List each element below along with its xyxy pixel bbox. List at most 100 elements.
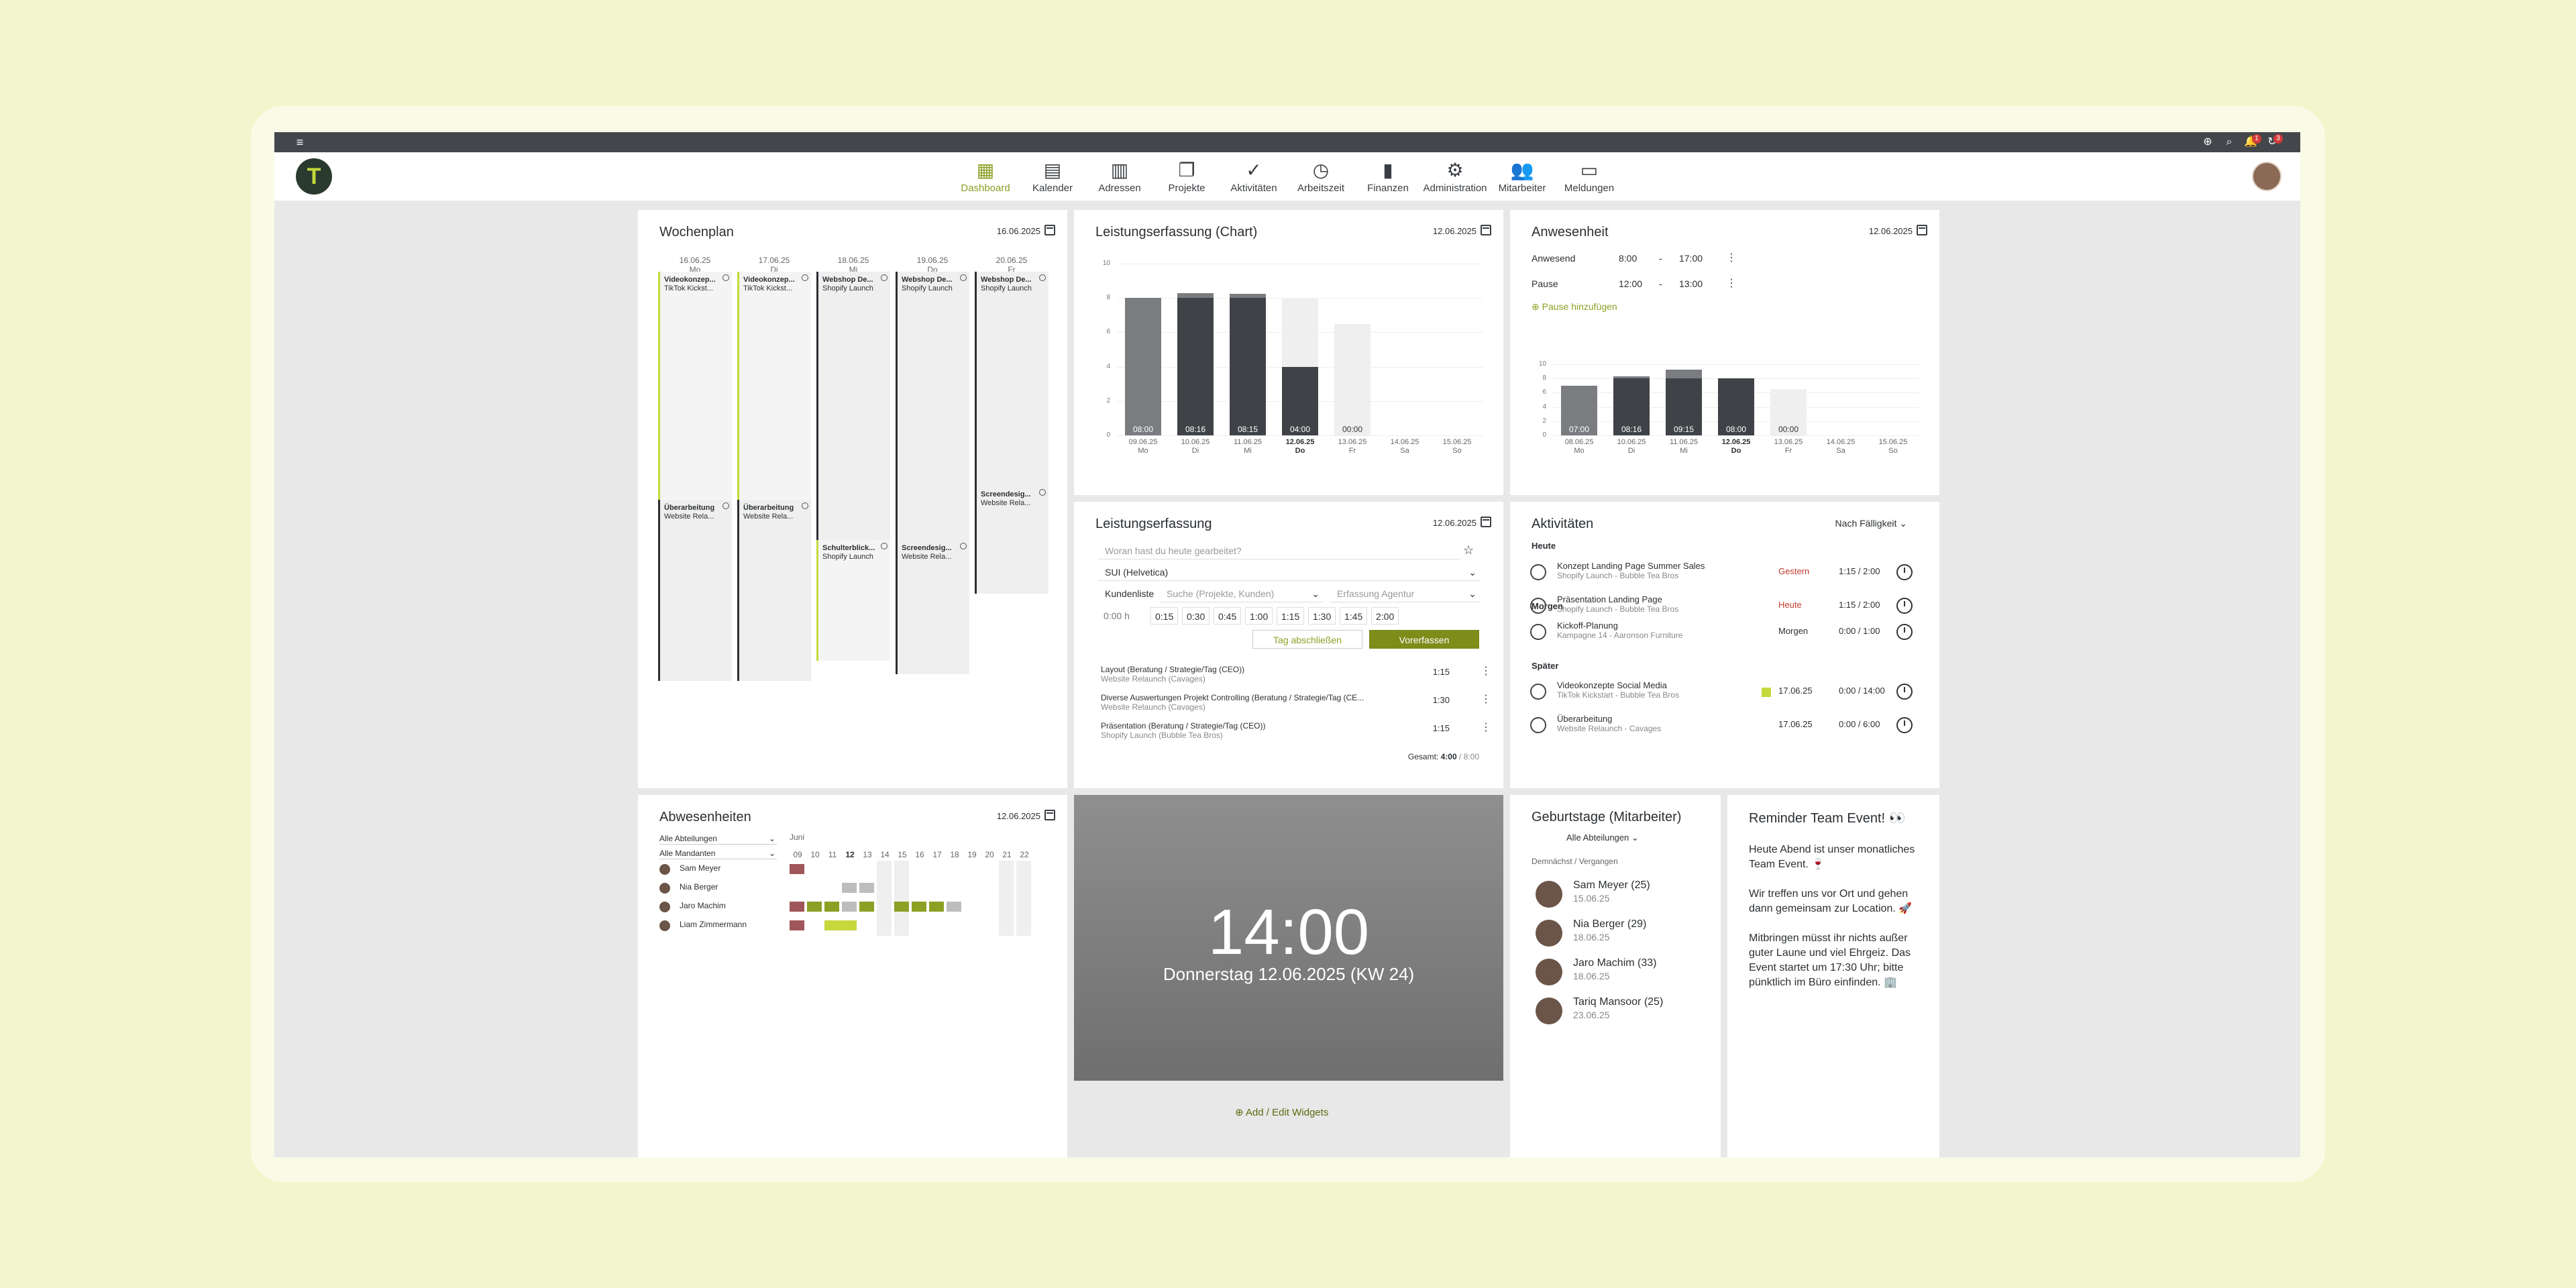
more-icon[interactable]: ⋮ bbox=[1481, 665, 1491, 677]
nav-aktivitäten[interactable]: ✓ Aktivitäten bbox=[1220, 152, 1287, 201]
activity-row[interactable]: Videokonzepte Social Media TikTok Kicksta… bbox=[1530, 680, 1913, 707]
value-bar[interactable] bbox=[1718, 378, 1754, 435]
absence-cell[interactable] bbox=[807, 902, 822, 912]
absence-cell[interactable] bbox=[790, 883, 804, 893]
event-status-icon[interactable] bbox=[881, 543, 888, 549]
absence-cell[interactable] bbox=[859, 902, 874, 912]
event-status-icon[interactable] bbox=[722, 274, 729, 281]
nav-administration[interactable]: ⚙ Administration bbox=[1421, 152, 1489, 201]
complete-radio[interactable] bbox=[1530, 624, 1546, 640]
absence-cell[interactable] bbox=[859, 883, 874, 893]
calendar-icon[interactable] bbox=[1917, 225, 1927, 235]
calendar-event[interactable]: Videokonzep... TikTok Kickst... bbox=[658, 272, 732, 500]
duration-chip[interactable]: 0:15 bbox=[1150, 607, 1179, 625]
absence-cell[interactable] bbox=[842, 883, 857, 893]
user-avatar[interactable] bbox=[2252, 162, 2282, 191]
add-pause-link[interactable]: ⊕ Pause hinzufügen bbox=[1532, 301, 1617, 313]
hours-input[interactable]: 0:00 h bbox=[1104, 610, 1130, 621]
time-entry-row[interactable]: Diverse Auswertungen Projekt Controlling… bbox=[1101, 693, 1491, 712]
absence-cell[interactable] bbox=[790, 920, 804, 930]
search-icon[interactable]: ⌕ bbox=[2226, 136, 2233, 148]
logo[interactable]: T bbox=[296, 158, 332, 195]
absence-cell[interactable] bbox=[842, 920, 857, 930]
activity-row[interactable]: Konzept Landing Page Summer Sales Shopify… bbox=[1530, 561, 1913, 588]
value-bar[interactable] bbox=[1666, 369, 1702, 435]
calendar-icon[interactable] bbox=[1044, 810, 1055, 820]
work-description-input[interactable]: Woran hast du heute gearbeitet? bbox=[1098, 542, 1460, 559]
absence-cell[interactable] bbox=[824, 902, 839, 912]
attendance-to[interactable]: 17:00 bbox=[1679, 253, 1703, 264]
nav-arbeitszeit[interactable]: ◷ Arbeitszeit bbox=[1287, 152, 1354, 201]
complete-radio[interactable] bbox=[1530, 598, 1546, 614]
add-widgets-link[interactable]: ⊕ Add / Edit Widgets bbox=[1235, 1106, 1328, 1118]
calendar-event[interactable]: Überarbeitung Website Rela... bbox=[658, 500, 732, 681]
absence-cell[interactable] bbox=[929, 902, 944, 912]
absence-cell[interactable] bbox=[842, 902, 857, 912]
event-status-icon[interactable] bbox=[802, 274, 808, 281]
calendar-icon[interactable] bbox=[1481, 517, 1491, 527]
calendar-event[interactable]: Webshop De... Shopify Launch bbox=[975, 272, 1049, 486]
duration-chip[interactable]: 1:45 bbox=[1340, 607, 1368, 625]
nav-projekte[interactable]: ❐ Projekte bbox=[1153, 152, 1220, 201]
value-bar[interactable] bbox=[1282, 366, 1318, 435]
department-select[interactable]: Alle Abteilungen ⌄ bbox=[659, 833, 777, 845]
calendar-event[interactable]: Screendesig... Website Rela... bbox=[975, 486, 1049, 594]
event-status-icon[interactable] bbox=[802, 502, 808, 509]
complete-radio[interactable] bbox=[1530, 564, 1546, 580]
attendance-to[interactable]: 13:00 bbox=[1679, 278, 1703, 289]
event-status-icon[interactable] bbox=[1039, 274, 1046, 281]
activity-row[interactable]: Präsentation Landing Page Shopify Launch … bbox=[1530, 594, 1913, 621]
duration-chip[interactable]: 1:30 bbox=[1308, 607, 1336, 625]
calendar-icon[interactable] bbox=[1481, 225, 1491, 235]
nav-meldungen[interactable]: ▭ Meldungen bbox=[1556, 152, 1623, 201]
value-bar[interactable] bbox=[1561, 385, 1597, 435]
star-icon[interactable]: ☆ bbox=[1463, 543, 1474, 557]
clock-icon[interactable] bbox=[1896, 717, 1913, 733]
more-icon[interactable]: ⋮ bbox=[1481, 722, 1491, 733]
absence-cell[interactable] bbox=[790, 902, 804, 912]
attendance-from[interactable]: 12:00 bbox=[1619, 278, 1643, 289]
value-bar[interactable] bbox=[1613, 376, 1650, 435]
absence-cell[interactable] bbox=[912, 902, 926, 912]
font-select[interactable]: SUI (Helvetica) ⌄ bbox=[1098, 564, 1481, 581]
event-status-icon[interactable] bbox=[881, 274, 888, 281]
event-status-icon[interactable] bbox=[722, 502, 729, 509]
event-status-icon[interactable] bbox=[960, 543, 967, 549]
calendar-icon[interactable] bbox=[1044, 225, 1055, 235]
event-status-icon[interactable] bbox=[960, 274, 967, 281]
clock-icon[interactable] bbox=[1896, 684, 1913, 700]
pre-record-button[interactable]: Vorerfassen bbox=[1369, 630, 1479, 649]
calendar-event[interactable]: Screendesig... Website Rela... bbox=[896, 540, 969, 674]
customer-search-input[interactable]: Suche (Projekte, Kunden) ⌄ bbox=[1160, 585, 1324, 602]
event-status-icon[interactable] bbox=[1039, 489, 1046, 496]
erfassung-select[interactable]: Erfassung Agentur ⌄ bbox=[1330, 585, 1481, 602]
duration-chip[interactable]: 0:45 bbox=[1214, 607, 1242, 625]
client-select[interactable]: Alle Mandanten ⌄ bbox=[659, 847, 777, 859]
duration-chip[interactable]: 0:30 bbox=[1182, 607, 1210, 625]
nav-adressen[interactable]: ▥ Adressen bbox=[1086, 152, 1153, 201]
complete-radio[interactable] bbox=[1530, 717, 1546, 733]
activity-row[interactable]: Überarbeitung Website Relaunch - Cavages 1… bbox=[1530, 714, 1913, 741]
nav-mitarbeiter[interactable]: 👥 Mitarbeiter bbox=[1489, 152, 1556, 201]
attendance-from[interactable]: 8:00 bbox=[1619, 253, 1638, 264]
value-bar[interactable] bbox=[1230, 293, 1266, 435]
nav-kalender[interactable]: ▤ Kalender bbox=[1019, 152, 1086, 201]
sort-dropdown[interactable]: Nach Fälligkeit ⌄ bbox=[1835, 518, 1907, 529]
nav-dashboard[interactable]: ▦ Dashboard bbox=[952, 152, 1019, 201]
duration-chip[interactable]: 1:15 bbox=[1277, 607, 1305, 625]
duration-chip[interactable]: 1:00 bbox=[1245, 607, 1273, 625]
calendar-event[interactable]: Videokonzep... TikTok Kickst... bbox=[737, 272, 811, 500]
absence-cell[interactable] bbox=[947, 902, 961, 912]
absence-cell[interactable] bbox=[790, 864, 804, 874]
close-day-button[interactable]: Tag abschließen bbox=[1252, 630, 1362, 649]
complete-radio[interactable] bbox=[1530, 684, 1546, 700]
more-icon[interactable]: ⋮ bbox=[1481, 694, 1491, 705]
nav-finanzen[interactable]: ▮ Finanzen bbox=[1354, 152, 1421, 201]
calendar-event[interactable]: Überarbeitung Website Rela... bbox=[737, 500, 811, 681]
clock-icon[interactable] bbox=[1896, 598, 1913, 614]
calendar-event[interactable]: Schulterblick... Shopify Launch bbox=[816, 540, 890, 661]
absence-cell[interactable] bbox=[894, 902, 909, 912]
more-icon[interactable]: ⋮ bbox=[1726, 252, 1737, 264]
more-icon[interactable]: ⋮ bbox=[1726, 278, 1737, 289]
activity-row[interactable]: Kickoff-Planung Kampagne 14 - Aaronson Fu… bbox=[1530, 621, 1913, 647]
